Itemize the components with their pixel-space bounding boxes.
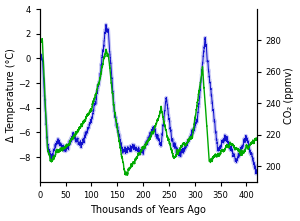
X-axis label: Thousands of Years Ago: Thousands of Years Ago xyxy=(90,206,206,215)
Y-axis label: Δ Temperature (°C): Δ Temperature (°C) xyxy=(6,49,16,142)
Y-axis label: CO₂ (ppmv): CO₂ (ppmv) xyxy=(284,67,294,124)
